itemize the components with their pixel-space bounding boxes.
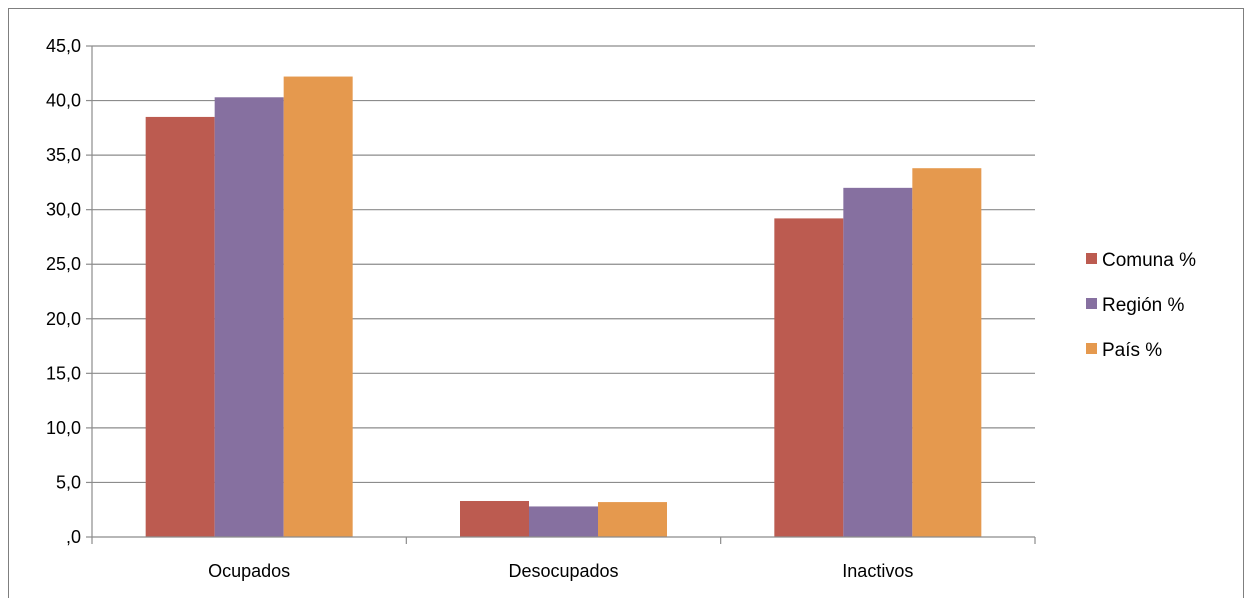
y-tick-label: 5,0	[56, 472, 81, 492]
y-tick-label: 25,0	[46, 254, 81, 274]
y-tick-label: 30,0	[46, 200, 81, 220]
y-tick-label: 45,0	[46, 36, 81, 56]
x-tick-label: Inactivos	[842, 561, 913, 581]
bar	[843, 187, 913, 537]
bar	[598, 502, 667, 537]
y-tick-label: ,0	[66, 527, 81, 547]
y-tick-label: 40,0	[46, 91, 81, 111]
y-axis-ticks: ,0 5,0 10,0 15,0 20,0 25,0 30,0 35,0 40,0 45,0	[46, 36, 92, 547]
x-tick-label: Desocupados	[508, 561, 618, 581]
y-tick-label: 10,0	[46, 418, 81, 438]
bar	[912, 168, 982, 537]
legend-label: Región %	[1102, 295, 1184, 316]
bar	[214, 97, 284, 537]
legend-swatch	[1086, 298, 1097, 309]
bar	[145, 116, 215, 537]
y-tick-label: 35,0	[46, 145, 81, 165]
x-axis-labels: Ocupados Desocupados Inactivos	[208, 561, 913, 581]
legend-label: País %	[1102, 340, 1162, 361]
y-tick-label: 15,0	[46, 363, 81, 383]
legend: Comuna % Región % País %	[1086, 250, 1196, 361]
bar	[529, 506, 598, 537]
bar	[283, 76, 353, 537]
bar	[460, 500, 529, 537]
legend-swatch	[1086, 343, 1097, 354]
bars	[145, 76, 982, 537]
legend-label: Comuna %	[1102, 250, 1196, 271]
x-tick-label: Ocupados	[208, 561, 290, 581]
legend-swatch	[1086, 253, 1097, 264]
axes	[91, 46, 1036, 544]
y-tick-label: 20,0	[46, 309, 81, 329]
bar	[774, 218, 844, 537]
